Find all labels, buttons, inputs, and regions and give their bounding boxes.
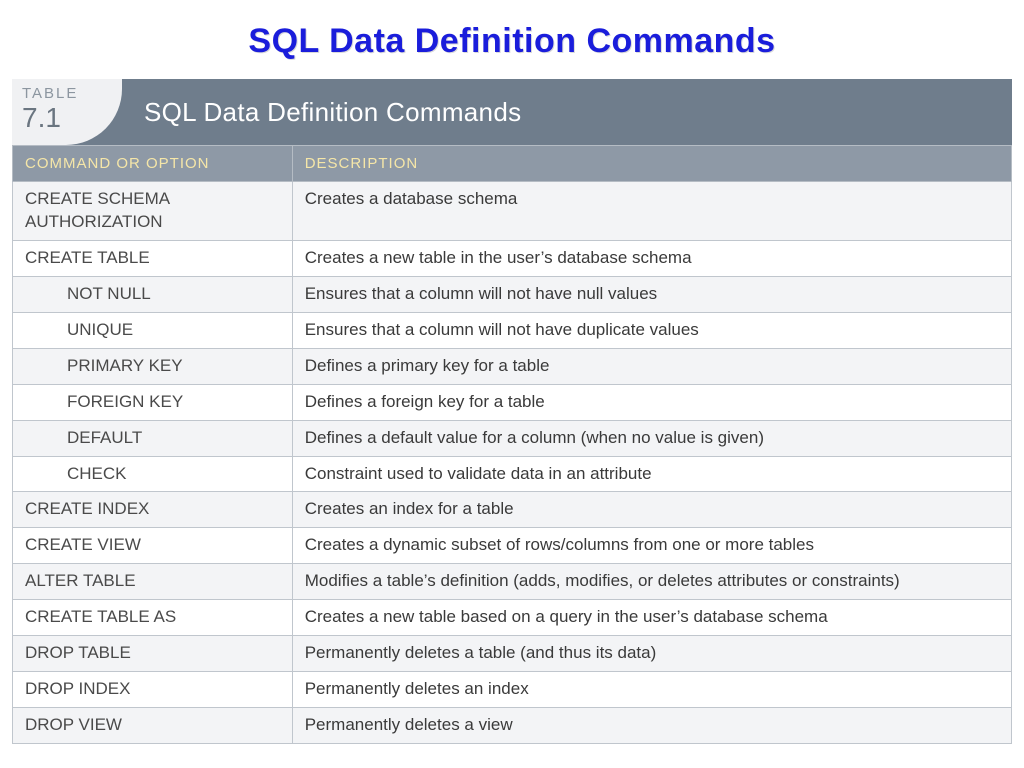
cell-command: CREATE SCHEMA AUTHORIZATION bbox=[13, 182, 293, 241]
cell-command: DROP INDEX bbox=[13, 672, 293, 708]
cell-description: Ensures that a column will not have dupl… bbox=[292, 312, 1011, 348]
table-row: CREATE TABLECreates a new table in the u… bbox=[13, 240, 1012, 276]
table-row: CREATE SCHEMA AUTHORIZATIONCreates a dat… bbox=[13, 182, 1012, 241]
cell-description: Creates an index for a table bbox=[292, 492, 1011, 528]
cell-description: Permanently deletes a view bbox=[292, 708, 1011, 744]
table-row: CREATE VIEWCreates a dynamic subset of r… bbox=[13, 528, 1012, 564]
cell-command: ALTER TABLE bbox=[13, 564, 293, 600]
table-header-bar: TABLE 7.1 SQL Data Definition Commands bbox=[12, 79, 1012, 145]
page-title: SQL Data Definition Commands bbox=[0, 0, 1024, 79]
cell-description: Constraint used to validate data in an a… bbox=[292, 456, 1011, 492]
table-row: UNIQUEEnsures that a column will not hav… bbox=[13, 312, 1012, 348]
cell-description: Permanently deletes an index bbox=[292, 672, 1011, 708]
cell-command: DROP VIEW bbox=[13, 708, 293, 744]
cell-description: Modifies a table’s definition (adds, mod… bbox=[292, 564, 1011, 600]
cell-command: PRIMARY KEY bbox=[13, 348, 293, 384]
table-row: CHECKConstraint used to validate data in… bbox=[13, 456, 1012, 492]
table-row: DROP TABLEPermanently deletes a table (a… bbox=[13, 636, 1012, 672]
table-row: DROP INDEXPermanently deletes an index bbox=[13, 672, 1012, 708]
table-row: CREATE INDEXCreates an index for a table bbox=[13, 492, 1012, 528]
cell-description: Defines a foreign key for a table bbox=[292, 384, 1011, 420]
table-row: PRIMARY KEYDefines a primary key for a t… bbox=[13, 348, 1012, 384]
cell-description: Creates a new table based on a query in … bbox=[292, 600, 1011, 636]
badge-number: 7.1 bbox=[22, 104, 122, 132]
cell-command: CREATE INDEX bbox=[13, 492, 293, 528]
col-header-description: DESCRIPTION bbox=[292, 146, 1011, 182]
table-row: DROP VIEWPermanently deletes a view bbox=[13, 708, 1012, 744]
table-row: FOREIGN KEYDefines a foreign key for a t… bbox=[13, 384, 1012, 420]
cell-command: DEFAULT bbox=[13, 420, 293, 456]
table-row: NOT NULLEnsures that a column will not h… bbox=[13, 276, 1012, 312]
cell-description: Creates a dynamic subset of rows/columns… bbox=[292, 528, 1011, 564]
cell-description: Creates a database schema bbox=[292, 182, 1011, 241]
commands-table: COMMAND OR OPTION DESCRIPTION CREATE SCH… bbox=[12, 145, 1012, 744]
cell-command: CREATE VIEW bbox=[13, 528, 293, 564]
table-row: ALTER TABLEModifies a table’s definition… bbox=[13, 564, 1012, 600]
cell-description: Defines a default value for a column (wh… bbox=[292, 420, 1011, 456]
cell-description: Permanently deletes a table (and thus it… bbox=[292, 636, 1011, 672]
table-row: DEFAULTDefines a default value for a col… bbox=[13, 420, 1012, 456]
table-caption: SQL Data Definition Commands bbox=[144, 97, 521, 128]
cell-description: Defines a primary key for a table bbox=[292, 348, 1011, 384]
cell-command: CREATE TABLE bbox=[13, 240, 293, 276]
cell-command: NOT NULL bbox=[13, 276, 293, 312]
table-badge: TABLE 7.1 bbox=[12, 79, 122, 145]
cell-description: Ensures that a column will not have null… bbox=[292, 276, 1011, 312]
table-header-row: COMMAND OR OPTION DESCRIPTION bbox=[13, 146, 1012, 182]
cell-description: Creates a new table in the user’s databa… bbox=[292, 240, 1011, 276]
table-container: TABLE 7.1 SQL Data Definition Commands C… bbox=[12, 79, 1012, 744]
cell-command: UNIQUE bbox=[13, 312, 293, 348]
col-header-command: COMMAND OR OPTION bbox=[13, 146, 293, 182]
badge-label: TABLE bbox=[22, 85, 122, 102]
cell-command: DROP TABLE bbox=[13, 636, 293, 672]
table-row: CREATE TABLE ASCreates a new table based… bbox=[13, 600, 1012, 636]
cell-command: CHECK bbox=[13, 456, 293, 492]
cell-command: FOREIGN KEY bbox=[13, 384, 293, 420]
cell-command: CREATE TABLE AS bbox=[13, 600, 293, 636]
